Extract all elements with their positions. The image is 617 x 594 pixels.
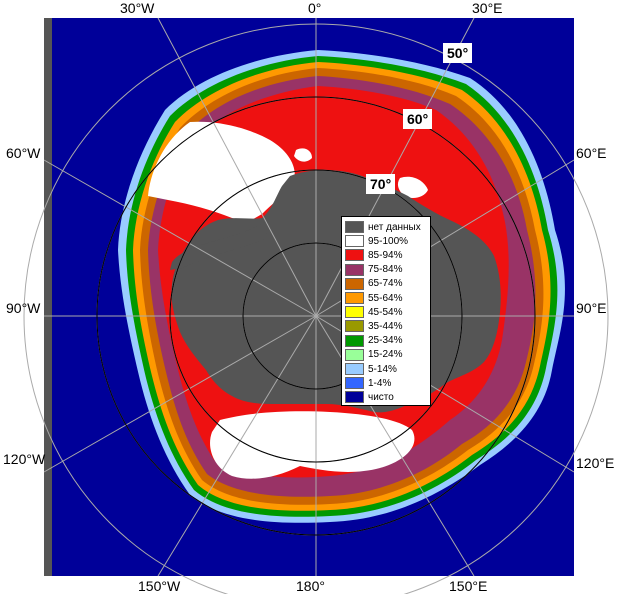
lon-label-0: 0° — [308, 0, 322, 16]
legend-item: 65-74% — [345, 277, 403, 290]
legend-swatch — [345, 377, 364, 390]
legend-swatch — [345, 334, 364, 347]
legend-label: 95-100% — [368, 235, 409, 247]
legend-swatch — [345, 249, 364, 262]
lon-label-90e: 90°E — [576, 300, 607, 316]
legend-label: 75-84% — [368, 264, 403, 276]
legend-item: 85-94% — [345, 249, 403, 262]
legend-swatch — [345, 277, 364, 290]
legend-item: нет данных — [345, 221, 421, 233]
legend-label: 45-54% — [368, 306, 403, 318]
legend-swatch — [345, 263, 364, 276]
legend-label: 1-4% — [368, 377, 392, 389]
ice-white-ross — [210, 411, 415, 479]
lon-label-180: 180° — [296, 578, 325, 594]
legend-item: 45-54% — [345, 306, 403, 319]
antarctic-peninsula-land — [170, 220, 268, 270]
legend-label: чисто — [368, 391, 394, 403]
lon-label-120e: 120°E — [576, 455, 615, 471]
legend-swatch — [345, 320, 364, 333]
lon-label-120w: 120°W — [3, 451, 46, 467]
legend-label: 35-44% — [368, 320, 403, 332]
legend: нет данных 95-100% 85-94% 75-84% 65-74% 55-64… — [341, 216, 431, 406]
legend-label: 5-14% — [368, 363, 397, 375]
ice-white-weddell — [148, 121, 295, 222]
legend-label: 15-24% — [368, 349, 403, 361]
legend-swatch — [345, 348, 364, 361]
lat-label-60: 60° — [403, 109, 433, 129]
legend-item: 55-64% — [345, 292, 402, 304]
legend-item: 25-34% — [345, 334, 403, 347]
lon-label-30e: 30°E — [472, 0, 503, 16]
lon-label-30w: 30°W — [120, 0, 155, 16]
legend-swatch — [345, 292, 364, 304]
lat-label-70: 70° — [366, 174, 396, 194]
lon-label-90w: 90°W — [6, 300, 41, 316]
legend-swatch — [345, 221, 364, 233]
lat-label-50: 50° — [443, 43, 473, 63]
legend-swatch — [345, 363, 364, 375]
legend-label: 55-64% — [368, 292, 403, 304]
ice-white-patch-1 — [397, 176, 428, 198]
legend-item: 35-44% — [345, 320, 403, 333]
legend-label: 65-74% — [368, 278, 403, 290]
legend-swatch — [345, 391, 364, 404]
legend-swatch — [345, 306, 364, 319]
lon-label-60e: 60°E — [576, 145, 607, 161]
ice-white-patch-2 — [294, 148, 312, 162]
legend-label: 25-34% — [368, 335, 403, 347]
legend-label: 85-94% — [368, 249, 403, 261]
legend-item: чисто — [345, 391, 394, 404]
legend-item: 1-4% — [345, 377, 392, 390]
lon-label-150w: 150°W — [138, 578, 181, 594]
lon-label-150e: 150°E — [449, 578, 488, 594]
legend-swatch — [345, 235, 364, 248]
lon-label-60w: 60°W — [6, 145, 41, 161]
legend-item: 75-84% — [345, 263, 403, 276]
legend-item: 15-24% — [345, 348, 403, 361]
legend-label: нет данных — [368, 221, 421, 233]
legend-item: 95-100% — [345, 235, 409, 248]
legend-item: 5-14% — [345, 363, 397, 375]
